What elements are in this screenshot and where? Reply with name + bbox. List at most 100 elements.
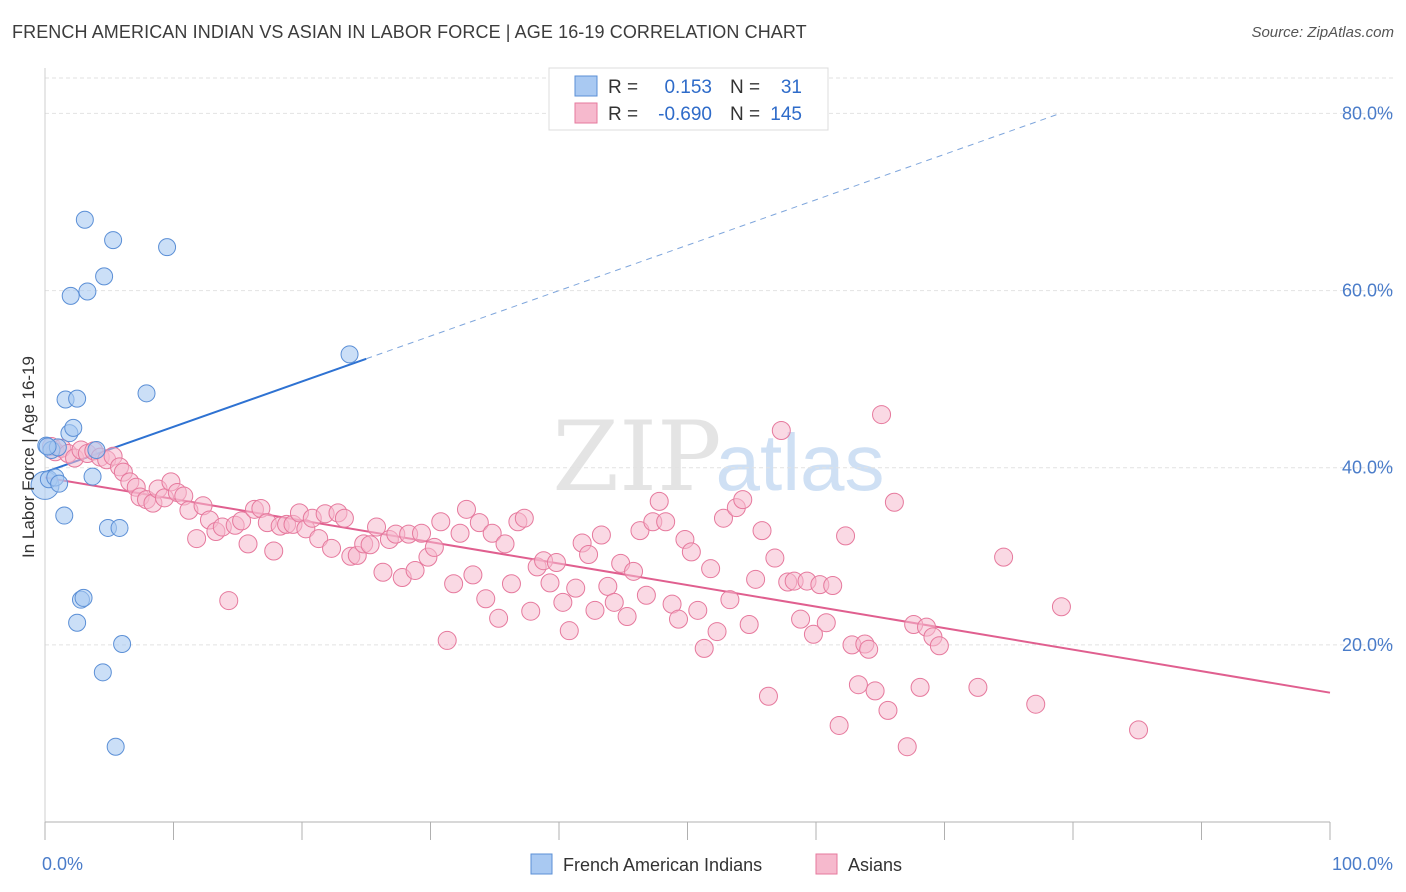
legend-bottom-swatch-pink	[815, 853, 838, 875]
point-french-american-indians	[106, 737, 125, 756]
point-french-american-indians	[110, 518, 129, 537]
legend-r-value-2: -0.690	[658, 104, 712, 125]
point-asians	[219, 591, 239, 611]
legend-bottom: French American Indians Asians	[530, 853, 902, 875]
point-asians	[476, 589, 496, 609]
point-asians	[733, 490, 753, 510]
point-asians	[579, 545, 599, 565]
point-asians	[444, 574, 464, 594]
point-asians	[566, 578, 586, 598]
point-asians	[456, 499, 476, 519]
legend-bottom-swatch-blue	[530, 853, 553, 875]
point-asians	[482, 523, 502, 543]
point-french-american-indians	[68, 613, 87, 632]
x-tick-label: 100.0%	[1332, 854, 1393, 874]
y-tick-label: 80.0%	[1342, 103, 1393, 123]
point-asians	[238, 534, 258, 554]
point-asians	[489, 608, 509, 628]
chart-title: FRENCH AMERICAN INDIAN VS ASIAN IN LABOR…	[12, 22, 807, 42]
point-asians	[521, 601, 541, 621]
point-asians	[816, 613, 836, 633]
point-asians	[688, 600, 708, 620]
point-asians	[649, 491, 669, 511]
point-asians	[412, 523, 432, 543]
point-french-american-indians	[38, 437, 57, 456]
point-french-american-indians	[83, 467, 102, 486]
point-french-american-indians	[64, 418, 83, 437]
point-asians	[1051, 597, 1071, 617]
point-french-american-indians	[68, 389, 87, 408]
point-asians	[897, 737, 917, 757]
y-tick-label: 40.0%	[1342, 458, 1393, 478]
point-asians	[604, 592, 624, 612]
point-asians	[334, 508, 354, 528]
point-french-american-indians	[113, 634, 132, 653]
point-french-american-indians	[61, 286, 80, 305]
point-asians	[546, 552, 566, 572]
point-asians	[910, 677, 930, 697]
point-french-american-indians	[137, 384, 156, 403]
point-asians	[694, 638, 714, 658]
point-asians	[585, 600, 605, 620]
point-asians	[994, 547, 1014, 567]
legend-bottom-label-french-american-indians: French American Indians	[563, 855, 762, 875]
tick-labels: 20.0% 40.0% 60.0% 80.0% 0.0% 100.0%	[42, 103, 1393, 874]
point-asians	[791, 609, 811, 629]
point-asians	[701, 559, 721, 579]
point-french-american-indians	[78, 282, 97, 301]
point-asians	[803, 624, 823, 644]
point-asians	[559, 621, 579, 641]
y-axis-label: In Labor Force | Age 16-19	[19, 356, 38, 558]
point-asians	[1129, 720, 1149, 740]
point-french-american-indians	[95, 267, 114, 286]
legend-bottom-label-asians: Asians	[848, 855, 902, 875]
point-asians	[1026, 694, 1046, 714]
point-french-american-indians	[75, 210, 94, 229]
point-asians	[872, 405, 892, 425]
point-asians	[636, 585, 656, 605]
legend-r-value-1: 0.153	[664, 77, 712, 98]
legend-top: R = 0.153 N = 31 R = -0.690 N = 145	[548, 67, 829, 131]
point-asians	[836, 526, 856, 546]
point-asians	[187, 529, 207, 549]
point-asians	[929, 636, 949, 656]
legend-n-label-2: N =	[730, 104, 760, 125]
y-tick-label: 20.0%	[1342, 635, 1393, 655]
point-asians	[746, 569, 766, 589]
point-asians	[309, 529, 329, 549]
point-french-american-indians	[104, 231, 123, 250]
point-asians	[859, 639, 879, 659]
point-asians	[322, 538, 342, 558]
point-asians	[405, 560, 425, 580]
point-asians	[264, 541, 284, 561]
point-asians	[591, 525, 611, 545]
point-asians	[450, 523, 470, 543]
point-asians	[469, 513, 489, 533]
point-asians	[669, 609, 689, 629]
legend-n-value-2: 145	[770, 104, 802, 125]
point-asians	[617, 607, 637, 627]
point-asians	[437, 630, 457, 650]
point-asians	[681, 542, 701, 562]
point-asians	[739, 614, 759, 634]
point-asians	[707, 622, 727, 642]
point-asians	[431, 512, 451, 532]
legend-n-label-1: N =	[730, 77, 760, 98]
point-asians	[501, 574, 521, 594]
y-tick-label: 60.0%	[1342, 281, 1393, 301]
x-tick-label: 0.0%	[42, 854, 83, 874]
point-asians	[829, 715, 849, 735]
legend-r-label-2: R =	[608, 104, 638, 125]
point-asians	[765, 548, 785, 568]
point-french-american-indians	[74, 588, 93, 607]
point-french-american-indians	[50, 474, 69, 493]
source-credit: Source: ZipAtlas.com	[1251, 24, 1394, 41]
data-points	[30, 210, 1149, 757]
point-asians	[771, 421, 791, 441]
point-asians	[373, 562, 393, 582]
legend-swatch-pink	[574, 102, 598, 124]
point-asians	[367, 517, 387, 537]
point-asians	[884, 492, 904, 512]
point-asians	[656, 512, 676, 532]
point-asians	[865, 681, 885, 701]
